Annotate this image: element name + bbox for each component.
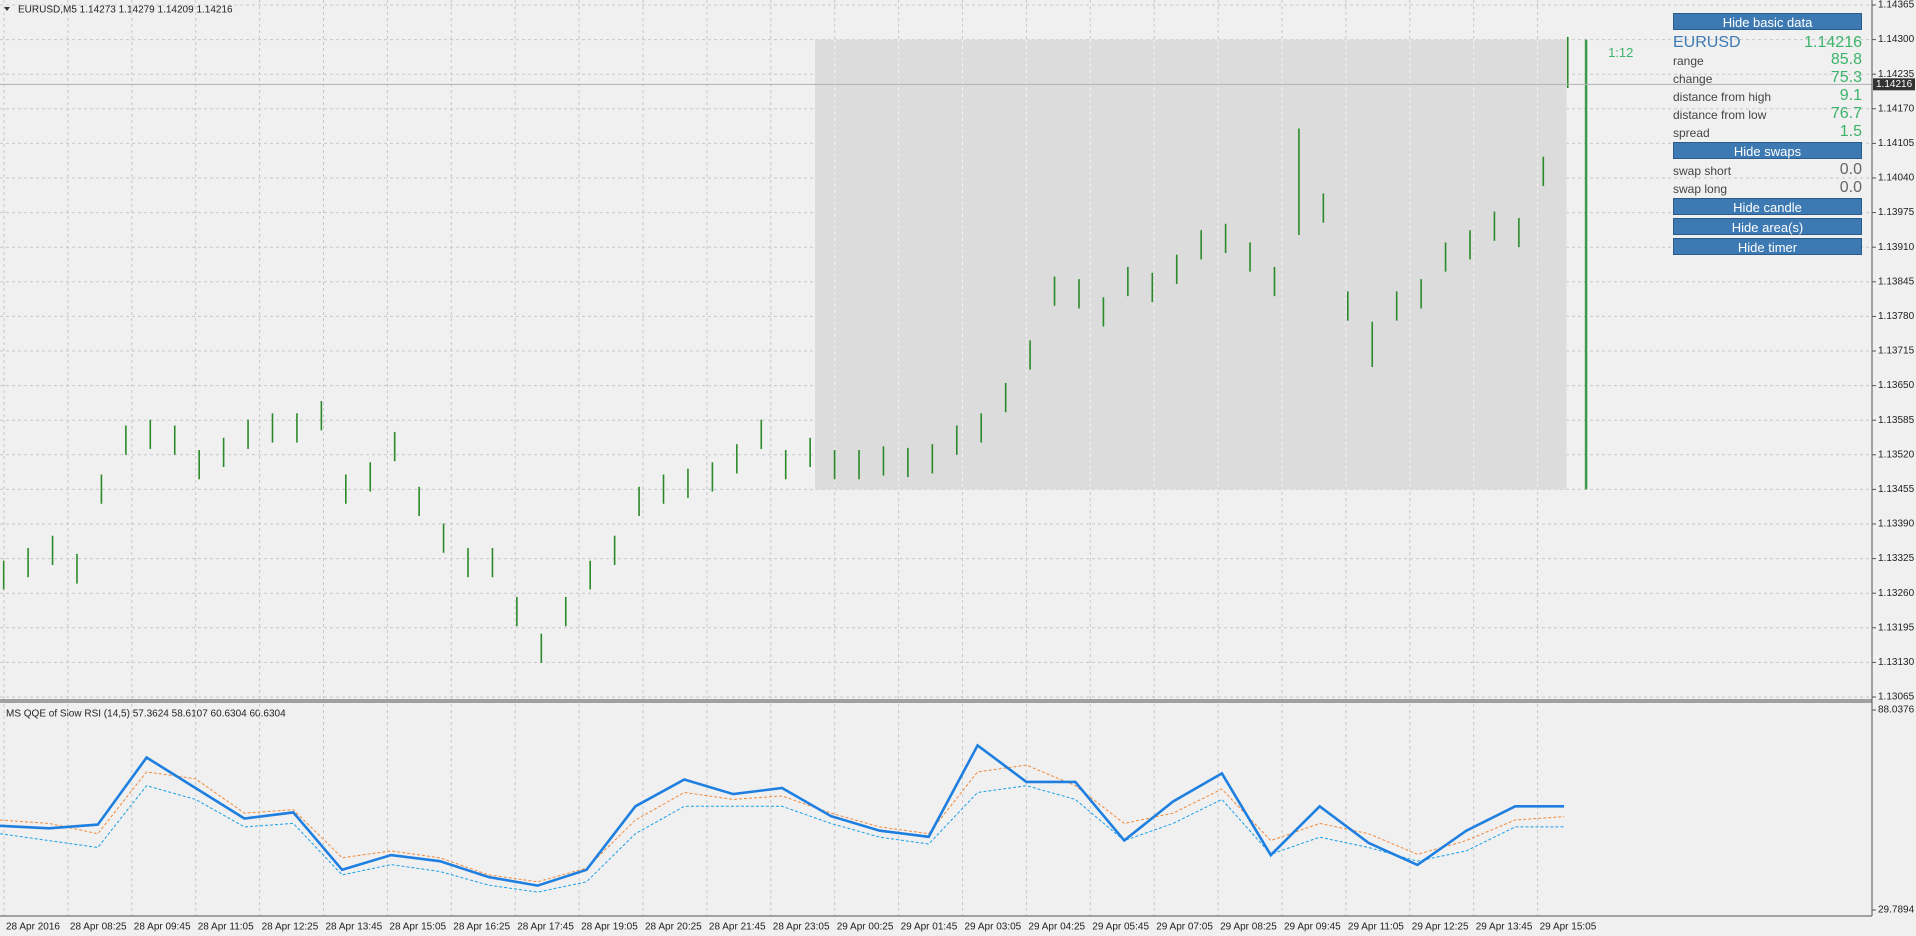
button[interactable]: Hide swaps [1673, 142, 1862, 159]
y-tick-label: 1.14300 [1878, 34, 1915, 45]
x-tick-label: 28 Apr 16:25 [453, 922, 510, 933]
x-tick-label: 29 Apr 07:05 [1156, 922, 1213, 933]
y-tick-label: 1.13585 [1878, 415, 1915, 426]
x-tick-label: 28 Apr 17:45 [517, 922, 574, 933]
dropdown-icon [4, 7, 10, 11]
data-row: distance from high 9.1 [1673, 87, 1862, 105]
indicator-title: MS QQE of Slow RSI (14,5) 57.3624 58.610… [6, 709, 286, 720]
symbol-row: EURUSD 1.14216 [1673, 32, 1862, 52]
indicator-line [0, 764, 1565, 883]
y-tick-label: 1.13065 [1878, 692, 1915, 703]
y-tick-label: 1.13455 [1878, 484, 1915, 495]
row-value: 76.7 [1830, 105, 1862, 122]
y-tick-label: 1.13780 [1878, 311, 1915, 322]
y-tick-label: 1.13520 [1878, 449, 1915, 460]
current-price-label: 1.14216 [1876, 79, 1913, 90]
button[interactable]: Hide area(s) [1673, 218, 1862, 235]
symbol-price: 1.14216 [1804, 34, 1862, 51]
y-tick-label: 1.13910 [1878, 242, 1915, 253]
x-tick-label: 28 Apr 21:45 [709, 922, 766, 933]
x-tick-label: 29 Apr 11:05 [1348, 922, 1404, 933]
x-tick-label: 28 Apr 20:25 [645, 922, 702, 933]
y-tick-label: 1.13975 [1878, 207, 1915, 218]
x-tick-label: 29 Apr 09:45 [1284, 922, 1341, 933]
timer: 1:12 [1608, 45, 1633, 60]
row-label: swap short [1673, 164, 1732, 178]
button[interactable]: Hide basic data [1673, 13, 1862, 30]
x-tick-label: 28 Apr 15:05 [389, 922, 446, 933]
y-tick-label: 1.13650 [1878, 380, 1915, 391]
y-tick-label: 88.0376 [1878, 705, 1915, 716]
y-tick-label: 1.14235 [1878, 69, 1915, 80]
y-tick-label: 1.14365 [1878, 0, 1915, 11]
y-tick-label: 1.14105 [1878, 138, 1915, 149]
x-tick-label: 29 Apr 15:05 [1540, 922, 1597, 933]
button[interactable]: Hide candle [1673, 198, 1862, 215]
row-label: range [1673, 54, 1704, 68]
row-value: 85.8 [1830, 51, 1862, 68]
y-tick-label: 1.13715 [1878, 346, 1915, 357]
x-tick-label: 28 Apr 09:45 [134, 922, 191, 933]
data-row: swap long 0.0 [1673, 179, 1862, 197]
row-label: distance from high [1673, 90, 1772, 104]
row-value: 0.0 [1839, 179, 1862, 196]
indicator-line [0, 743, 1565, 887]
data-row: change 75.3 [1673, 69, 1862, 87]
x-tick-label: 29 Apr 01:45 [901, 922, 958, 933]
current-price-box [1873, 78, 1915, 91]
range-box [815, 39, 1567, 490]
indicator-line [0, 785, 1565, 893]
row-value: 9.1 [1839, 87, 1862, 104]
data-row: range 85.8 [1673, 51, 1862, 69]
y-tick-label: 1.13260 [1878, 588, 1915, 599]
x-tick-label: 29 Apr 05:45 [1092, 922, 1149, 933]
x-tick-label: 28 Apr 2016 [6, 922, 60, 933]
panel-separator [0, 699, 1872, 703]
y-tick-label: 1.13130 [1878, 657, 1915, 668]
x-tick-label: 28 Apr 19:05 [581, 922, 638, 933]
x-tick-label: 29 Apr 04:25 [1028, 922, 1085, 933]
x-tick-label: 28 Apr 13:45 [326, 922, 383, 933]
row-label: spread [1673, 126, 1710, 140]
y-tick-label: 1.14170 [1878, 103, 1915, 114]
x-tick-label: 29 Apr 12:25 [1412, 922, 1469, 933]
row-value: 0.0 [1839, 161, 1862, 178]
row-value: 75.3 [1830, 69, 1862, 86]
x-tick-label: 28 Apr 12:25 [262, 922, 319, 933]
row-label: change [1673, 72, 1713, 86]
y-tick-label: 1.13195 [1878, 622, 1915, 633]
x-tick-label: 28 Apr 23:05 [773, 922, 830, 933]
x-tick-label: 29 Apr 13:45 [1476, 922, 1533, 933]
row-label: distance from low [1673, 108, 1767, 122]
x-tick-label: 29 Apr 08:25 [1220, 922, 1277, 933]
x-tick-label: 29 Apr 00:25 [837, 922, 894, 933]
y-tick-label: 1.13845 [1878, 276, 1915, 287]
data-row: swap short 0.0 [1673, 161, 1862, 179]
button[interactable]: Hide timer [1673, 238, 1862, 255]
chart-title: EURUSD,M5 1.14273 1.14279 1.14209 1.1421… [18, 5, 233, 16]
x-tick-label: 29 Apr 03:05 [965, 922, 1022, 933]
data-row: distance from low 76.7 [1673, 105, 1862, 123]
x-tick-label: 28 Apr 08:25 [70, 922, 127, 933]
y-tick-label: 1.13325 [1878, 553, 1915, 564]
symbol: EURUSD [1673, 34, 1741, 51]
x-tick-label: 28 Apr 11:05 [198, 922, 254, 933]
row-label: swap long [1673, 182, 1728, 196]
row-value: 1.5 [1839, 123, 1862, 140]
y-tick-label: 29.7894 [1878, 905, 1915, 916]
y-tick-label: 1.13390 [1878, 519, 1915, 530]
y-tick-label: 1.14040 [1878, 173, 1915, 184]
data-row: spread 1.5 [1673, 123, 1862, 141]
